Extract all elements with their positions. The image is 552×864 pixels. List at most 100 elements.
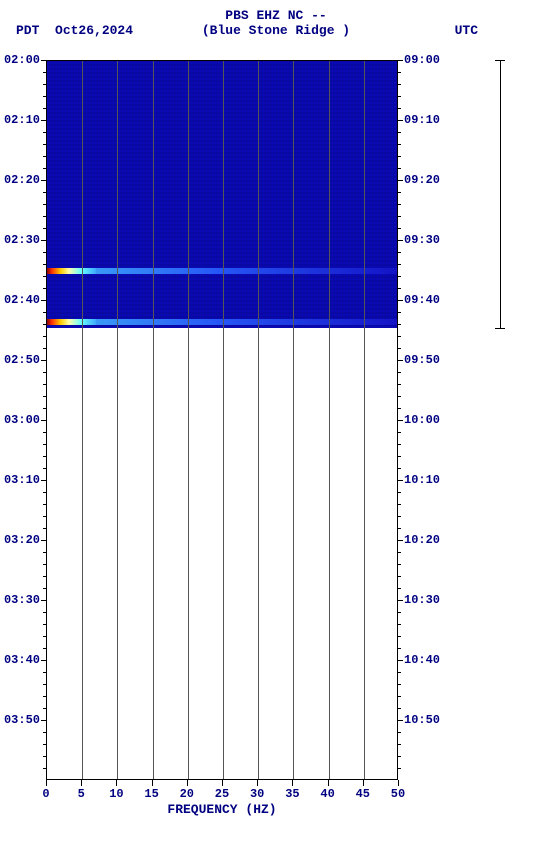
y-minor-tick: [398, 612, 401, 613]
y-tick: [41, 300, 46, 301]
y-minor-tick: [398, 372, 401, 373]
y-minor-tick: [43, 612, 46, 613]
grid-line: [364, 61, 365, 779]
y-tick: [41, 60, 46, 61]
y-minor-tick: [398, 252, 401, 253]
grid-line: [117, 61, 118, 779]
y-minor-tick: [43, 468, 46, 469]
y-minor-tick: [398, 264, 401, 265]
y-minor-tick: [398, 432, 401, 433]
y-minor-tick: [398, 216, 401, 217]
y-minor-tick: [43, 144, 46, 145]
grid-line: [82, 61, 83, 779]
y-minor-tick: [43, 168, 46, 169]
y-minor-tick: [43, 444, 46, 445]
y-tick: [41, 180, 46, 181]
y-minor-tick: [398, 696, 401, 697]
x-tick: [187, 780, 188, 786]
y-minor-tick: [43, 528, 46, 529]
x-tick: [222, 780, 223, 786]
y-tick-label-right: 09:40: [404, 293, 440, 307]
x-tick: [81, 780, 82, 786]
y-minor-tick: [398, 96, 401, 97]
x-tick-label: 30: [250, 787, 264, 801]
y-minor-tick: [398, 228, 401, 229]
y-minor-tick: [398, 276, 401, 277]
seismic-event: [47, 268, 397, 274]
y-tick: [41, 120, 46, 121]
y-minor-tick: [398, 336, 401, 337]
x-tick: [398, 780, 399, 786]
y-minor-tick: [43, 372, 46, 373]
spectrogram-data-region: [47, 61, 397, 328]
y-tick-label-right: 10:10: [404, 473, 440, 487]
y-minor-tick: [43, 252, 46, 253]
y-tick-label-left: 02:40: [4, 293, 40, 307]
y-tick: [41, 240, 46, 241]
x-tick-label: 45: [356, 787, 370, 801]
y-minor-tick: [398, 624, 401, 625]
y-tick-label-right: 10:40: [404, 653, 440, 667]
y-minor-tick: [43, 732, 46, 733]
y-minor-tick: [398, 744, 401, 745]
x-tick-label: 35: [285, 787, 299, 801]
y-tick-label-right: 09:00: [404, 53, 440, 67]
y-minor-tick: [43, 336, 46, 337]
y-minor-tick: [43, 516, 46, 517]
y-minor-tick: [398, 684, 401, 685]
y-minor-tick: [398, 108, 401, 109]
y-minor-tick: [43, 708, 46, 709]
plot-area: [46, 60, 398, 780]
x-tick-label: 40: [320, 787, 334, 801]
x-tick-label: 5: [78, 787, 85, 801]
y-minor-tick: [43, 504, 46, 505]
y-minor-tick: [398, 516, 401, 517]
x-tick-label: 10: [109, 787, 123, 801]
y-tick-label-left: 02:50: [4, 353, 40, 367]
y-minor-tick: [43, 132, 46, 133]
y-tick: [41, 480, 46, 481]
y-tick-label-right: 10:50: [404, 713, 440, 727]
y-minor-tick: [398, 504, 401, 505]
y-minor-tick: [398, 204, 401, 205]
x-tick: [152, 780, 153, 786]
y-tick-label-right: 10:20: [404, 533, 440, 547]
x-tick-label: 0: [42, 787, 49, 801]
x-tick-label: 50: [391, 787, 405, 801]
y-minor-tick: [398, 444, 401, 445]
y-tick-label-right: 10:00: [404, 413, 440, 427]
y-minor-tick: [398, 468, 401, 469]
y-minor-tick: [43, 768, 46, 769]
grid-line: [258, 61, 259, 779]
x-tick: [328, 780, 329, 786]
y-tick-label-left: 02:00: [4, 53, 40, 67]
y-minor-tick: [43, 432, 46, 433]
y-minor-tick: [43, 276, 46, 277]
tz-right: UTC: [455, 23, 478, 38]
x-tick: [46, 780, 47, 786]
y-tick: [41, 660, 46, 661]
y-minor-tick: [398, 132, 401, 133]
y-minor-tick: [398, 456, 401, 457]
x-tick-label: 15: [144, 787, 158, 801]
y-tick: [398, 720, 403, 721]
y-minor-tick: [43, 192, 46, 193]
y-minor-tick: [398, 648, 401, 649]
y-tick-label-right: 10:30: [404, 593, 440, 607]
y-tick-label-left: 03:50: [4, 713, 40, 727]
y-minor-tick: [43, 312, 46, 313]
y-tick-label-right: 09:20: [404, 173, 440, 187]
grid-line: [329, 61, 330, 779]
y-minor-tick: [398, 156, 401, 157]
y-minor-tick: [43, 108, 46, 109]
y-minor-tick: [43, 228, 46, 229]
y-tick-label-left: 02:20: [4, 173, 40, 187]
y-minor-tick: [398, 756, 401, 757]
y-tick: [398, 660, 403, 661]
y-minor-tick: [43, 324, 46, 325]
y-minor-tick: [43, 648, 46, 649]
y-minor-tick: [398, 636, 401, 637]
y-minor-tick: [43, 744, 46, 745]
y-minor-tick: [43, 348, 46, 349]
y-minor-tick: [398, 312, 401, 313]
